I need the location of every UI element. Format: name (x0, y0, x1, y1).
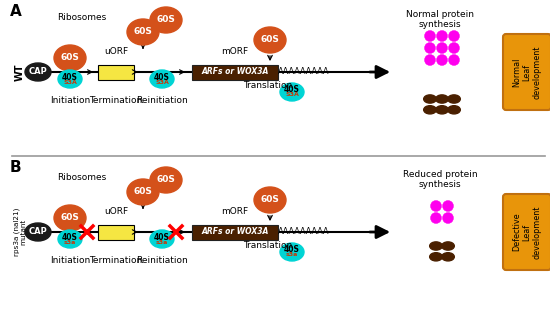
Text: A: A (10, 4, 22, 19)
Text: Termination: Termination (89, 96, 142, 105)
Text: uORF: uORF (104, 47, 128, 57)
Circle shape (431, 201, 442, 212)
Text: 40S: 40S (62, 232, 78, 241)
Text: S3A: S3A (63, 79, 77, 84)
Text: CAP: CAP (29, 228, 47, 236)
Ellipse shape (58, 230, 82, 248)
FancyBboxPatch shape (503, 34, 550, 110)
Text: 40S: 40S (62, 73, 78, 82)
Ellipse shape (254, 187, 286, 213)
Text: CAP: CAP (29, 68, 47, 77)
Text: AAAAAAAAA: AAAAAAAAA (278, 228, 329, 236)
Circle shape (448, 55, 459, 66)
Text: 40S: 40S (154, 232, 170, 241)
Text: 60S: 60S (60, 53, 79, 62)
FancyBboxPatch shape (503, 194, 550, 270)
Ellipse shape (430, 242, 442, 250)
Ellipse shape (54, 205, 86, 231)
Bar (192, 64, 278, 79)
Ellipse shape (150, 70, 174, 88)
Ellipse shape (436, 106, 448, 114)
Ellipse shape (280, 243, 304, 261)
Text: uORF: uORF (104, 208, 128, 216)
Ellipse shape (442, 253, 454, 261)
Text: AAAAAAAAA: AAAAAAAAA (278, 68, 329, 77)
Text: 60S: 60S (60, 214, 79, 223)
Circle shape (437, 30, 448, 41)
Text: Translation: Translation (243, 241, 293, 250)
Ellipse shape (430, 253, 442, 261)
Text: Normal
Leaf
development: Normal Leaf development (512, 45, 542, 99)
Circle shape (443, 201, 454, 212)
Text: Initiation: Initiation (50, 256, 90, 265)
Text: Normal protein
synthesis: Normal protein synthesis (406, 10, 474, 30)
Ellipse shape (150, 230, 174, 248)
Ellipse shape (127, 19, 159, 45)
Text: B: B (10, 160, 21, 175)
Text: 60S: 60S (134, 28, 152, 36)
Ellipse shape (424, 106, 436, 114)
Ellipse shape (58, 70, 82, 88)
Text: 60S: 60S (261, 196, 279, 204)
Ellipse shape (448, 106, 460, 114)
Text: 40S: 40S (154, 73, 170, 82)
Text: s3a: s3a (286, 252, 298, 257)
Ellipse shape (25, 223, 51, 241)
Circle shape (425, 55, 436, 66)
Ellipse shape (280, 83, 304, 101)
Text: S3A: S3A (285, 93, 299, 98)
Text: Reduced protein
synthesis: Reduced protein synthesis (403, 170, 477, 189)
Text: 40S: 40S (284, 85, 300, 95)
Circle shape (425, 42, 436, 53)
Text: 60S: 60S (134, 187, 152, 197)
Text: 60S: 60S (157, 176, 175, 185)
Bar (192, 225, 278, 240)
Text: Termination: Termination (89, 256, 142, 265)
Circle shape (437, 55, 448, 66)
Text: WT: WT (15, 63, 25, 81)
Text: S3A: S3A (155, 79, 169, 84)
Bar (98, 64, 134, 79)
Text: Reinitiation: Reinitiation (136, 256, 188, 265)
Text: mORF: mORF (222, 47, 249, 57)
Ellipse shape (150, 7, 182, 33)
Ellipse shape (436, 95, 448, 103)
Ellipse shape (150, 167, 182, 193)
Text: Initiation: Initiation (50, 96, 90, 105)
Text: rps3a (nal21)
mutant: rps3a (nal21) mutant (13, 208, 27, 256)
Text: ARFs or WOX3A: ARFs or WOX3A (201, 228, 269, 236)
Circle shape (437, 42, 448, 53)
Text: s3a: s3a (64, 240, 76, 245)
Text: Defective
Leaf
development: Defective Leaf development (512, 205, 542, 259)
Text: 60S: 60S (157, 15, 175, 24)
Circle shape (448, 42, 459, 53)
Text: ARFs or WOX3A: ARFs or WOX3A (201, 68, 269, 77)
Circle shape (431, 213, 442, 224)
Ellipse shape (127, 179, 159, 205)
Circle shape (448, 30, 459, 41)
Text: Reinitiation: Reinitiation (136, 96, 188, 105)
Text: 40S: 40S (284, 246, 300, 255)
Text: 60S: 60S (261, 35, 279, 45)
Text: s3a: s3a (156, 240, 168, 245)
Circle shape (425, 30, 436, 41)
Text: Ribosomes: Ribosomes (57, 14, 107, 23)
Ellipse shape (254, 27, 286, 53)
Ellipse shape (448, 95, 460, 103)
Bar (98, 225, 134, 240)
Ellipse shape (424, 95, 436, 103)
Circle shape (443, 213, 454, 224)
Text: Translation: Translation (243, 81, 293, 90)
Ellipse shape (54, 45, 86, 71)
Ellipse shape (442, 242, 454, 250)
Ellipse shape (25, 63, 51, 81)
Text: mORF: mORF (222, 208, 249, 216)
Text: Ribosomes: Ribosomes (57, 174, 107, 182)
